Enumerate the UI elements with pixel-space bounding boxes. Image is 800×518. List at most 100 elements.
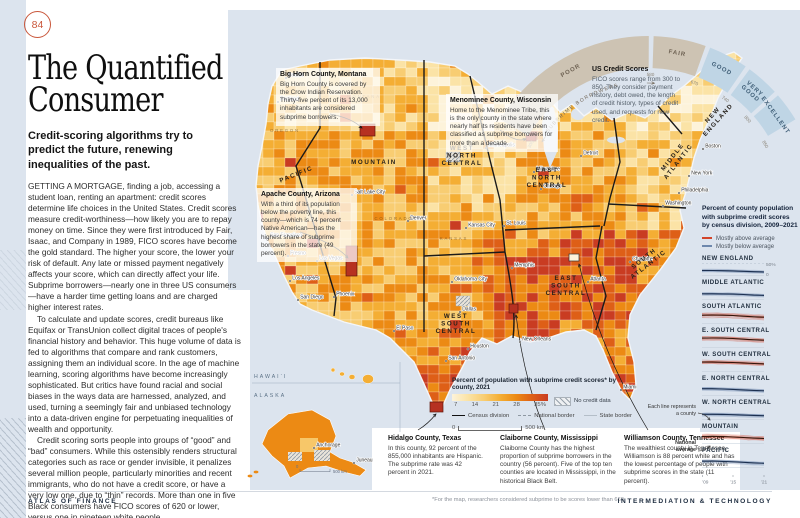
red-line-swatch [702,237,712,240]
division-charts-sidebar: Percent of county population with subpri… [702,205,798,489]
gauge-tick-label: 580 [647,72,655,77]
state-label: OREGON [270,128,300,133]
page-edge-strip [0,0,26,518]
city-label: Boston [705,144,721,150]
highlight-county [508,303,519,314]
division-chart-e-south-central: E. SOUTH CENTRAL [702,327,798,348]
no-data-label: No credit data [574,398,611,404]
division-chart-label: E. NORTH CENTRAL [702,374,770,382]
city-label: Juneau [356,458,373,464]
callout-title: Hidalgo County, Texas [388,435,462,442]
edge-hatch-decoration [0,250,26,310]
callout-us-credit-scores: US Credit Scores FICO scores range from … [592,66,682,125]
legend-below-average: Mostly below average [702,244,798,250]
callout-title: Williamson County, Tennessee [624,435,725,442]
division-chart-label: NEW ENGLAND [702,254,754,262]
division-border [504,225,601,231]
city-label: Memphis [514,263,535,269]
city-label: Dallas [462,307,476,313]
gauge-segment [652,36,706,77]
city-dot [701,147,705,151]
sparkline [702,458,765,468]
us-outline [255,51,743,414]
callout-title: Menominee County, Wisconsin [450,97,552,104]
arrowhead-icon [432,413,437,418]
city-dot [619,388,623,392]
sparkline [702,291,765,300]
ramp-tick: 7 [454,402,458,408]
svg-text:0: 0 [766,272,769,276]
city-dot [352,461,356,465]
city-label: Philadelphia [681,188,708,194]
callout-leader-line [417,413,437,431]
division-label: EAST SOUTH CENTRAL [546,275,587,297]
city-dot [579,154,583,158]
division-border [657,105,683,135]
division-border [603,117,621,227]
page-title-line2: Consumer [28,80,163,121]
city-label: Milwaukee [536,167,560,173]
callout-title: US Credit Scores [592,66,649,73]
legend-above-average: Mostly above average [702,236,798,242]
callout-body: Big Horn County is covered by the Crow I… [280,80,368,121]
city-dot [687,174,691,178]
city-label: Phoenix [336,292,355,298]
sparkline [702,386,765,396]
city-label: Chicago [543,184,562,190]
callout-leader-line [515,314,546,431]
scale-bar-line [458,426,523,431]
arrowhead-icon [578,263,582,268]
national-average-line [702,413,765,416]
ramp-tick: 28 [513,402,520,408]
callout-claiborne: Claiborne County, Mississippi Claiborne … [496,432,622,490]
national-average-line [702,460,765,464]
city-dot [518,340,522,344]
city-dot [288,279,292,283]
city-dot [539,187,543,191]
body-paragraph: Credit scoring sorts people into groups … [28,434,237,518]
division-chart-label: E. SOUTH CENTRAL [702,326,770,334]
national-average-line [702,435,765,439]
city-label: Oklahoma City [454,277,487,283]
callout-menominee: Menominee County, Wisconsin Home to the … [446,94,558,152]
sparkline-x-axis: ’09 ’15 ’21 [702,474,768,485]
callout-leader-line [578,263,649,431]
city-label: Detroit [583,151,598,157]
sidebar-title: Percent of county population with subpri… [702,205,798,230]
city-label: Salt Lake City [354,190,385,196]
note-arrow-icon [697,412,711,421]
division-chart-mountain: MOUNTAIN [702,423,798,444]
callout-body: Claiborne County has the highest proport… [500,444,616,485]
article-column: The Quantified Consumer Credit-scoring a… [28,51,242,518]
city-dot [677,191,681,195]
ramp-tick: 14 [471,402,479,408]
footer-book-title: ATLAS OF FINANCE [28,498,118,505]
no-data-swatch [554,396,571,406]
note-national-average: National average [675,440,696,453]
sparkline [702,311,765,324]
callout-title: Claiborne County, Mississippi [500,435,598,442]
note-each-line: Each line represents a county [647,404,696,417]
city-label: Miami [623,385,636,391]
footer-section-title: INTERMEDIATION & TECHNOLOGY [617,498,772,505]
footer-rule [28,491,772,492]
arrowhead-icon [514,314,519,319]
division-chart-label: SOUTH ATLANTIC [702,302,762,310]
national-average-line [702,269,765,273]
svg-text:500 km: 500 km [333,469,347,474]
inset-label: HAWAI‘I [254,374,287,380]
division-label: WEST SOUTH CENTRAL [436,313,477,335]
national-border-line [518,414,532,416]
city-dot [628,260,632,264]
division-label: EAST NORTH CENTRAL [527,167,568,189]
callout-title: Big Horn County, Montana [280,71,367,78]
division-chart-label: PACIFIC [702,446,730,454]
blue-line-swatch [702,245,712,248]
ramp-tick: 21 [492,402,499,408]
gauge-segment [698,47,746,93]
gauge-segment [730,69,775,114]
city-dot [296,298,300,302]
division-chart-middle-atlantic: MIDDLE ATLANTIC [702,279,798,300]
sparkline: 50% 0 [702,263,776,276]
